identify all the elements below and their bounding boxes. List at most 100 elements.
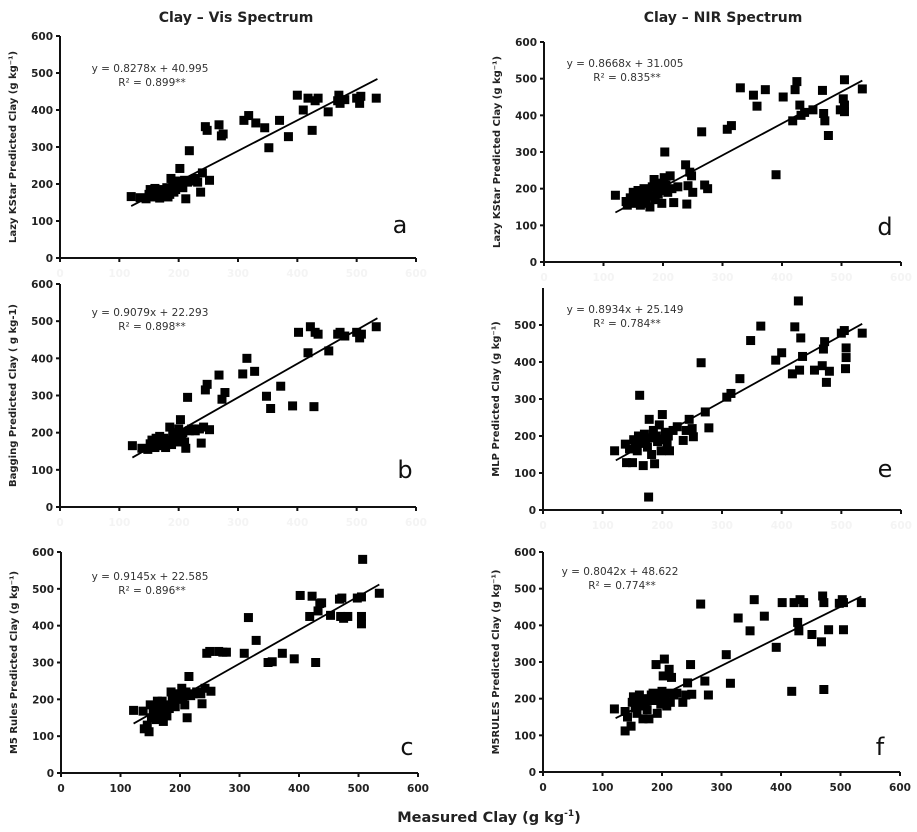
data-point — [721, 650, 731, 660]
data-point — [638, 714, 648, 724]
data-point — [818, 591, 828, 601]
data-point — [626, 721, 636, 731]
data-point — [276, 381, 286, 391]
x-tick-label: 600 — [890, 272, 912, 284]
y-tick-label: 0 — [529, 505, 536, 517]
x-tick-label: 300 — [712, 272, 734, 284]
data-point — [157, 696, 167, 706]
data-point — [819, 109, 829, 118]
y-tick-label: 300 — [31, 391, 53, 403]
x-tick-label: 400 — [771, 272, 793, 284]
y-tick-label: 600 — [31, 279, 53, 291]
x-tick-label: 400 — [288, 783, 310, 795]
data-point — [620, 439, 630, 449]
y-tick-label: 600 — [515, 37, 537, 49]
r-squared: R² = 0.899** — [118, 77, 186, 89]
data-point — [323, 107, 333, 117]
y-tick-label: 0 — [46, 253, 53, 265]
data-point — [658, 186, 668, 195]
data-point — [305, 322, 315, 332]
data-point — [126, 192, 136, 202]
y-tick-label: 300 — [514, 657, 536, 669]
data-point — [356, 592, 366, 602]
y-tick-label: 200 — [515, 184, 537, 196]
data-point — [790, 85, 800, 95]
data-point — [303, 93, 313, 103]
y-tick-label: 200 — [32, 694, 54, 706]
data-point — [356, 91, 366, 101]
data-point — [787, 369, 797, 379]
data-point — [667, 184, 677, 194]
panel-d: 0 100 200 300 400 500 600 0 100 200 300 400 500 600 La… — [492, 37, 912, 284]
data-point — [317, 598, 327, 608]
data-point — [374, 588, 384, 598]
y-tick-label: 600 — [31, 31, 53, 43]
y-axis-label: M5RULES Predicted Clay (g kg⁻¹) — [491, 570, 502, 755]
y-tick-label: 400 — [32, 621, 54, 633]
data-point — [856, 598, 866, 608]
data-point — [635, 200, 645, 210]
data-point — [657, 686, 667, 696]
x-tick-label: 0 — [56, 268, 63, 280]
data-point — [839, 75, 849, 85]
data-point — [841, 343, 851, 353]
x-axis-label: Measured Clay (g kg-1) — [397, 809, 581, 826]
panel-b: 0 100 200 300 400 500 600 0 100 200 300 400 500 600 Ba… — [8, 279, 427, 529]
data-point — [324, 346, 334, 356]
y-tick-label: 100 — [31, 465, 53, 477]
data-point — [275, 115, 285, 125]
data-point — [682, 199, 692, 209]
data-point — [752, 101, 762, 111]
data-point — [283, 132, 293, 142]
x-tick-label: 300 — [227, 268, 249, 280]
data-point — [303, 348, 313, 358]
data-point — [660, 694, 670, 704]
data-point — [150, 443, 160, 453]
data-point — [180, 700, 190, 710]
data-point — [662, 438, 672, 448]
data-point — [634, 690, 644, 700]
data-point — [667, 672, 677, 682]
data-point — [631, 191, 641, 201]
data-point — [609, 704, 619, 714]
data-point — [645, 433, 655, 443]
data-point — [307, 125, 317, 135]
data-point — [239, 115, 249, 125]
data-point — [644, 714, 654, 724]
data-point — [659, 173, 669, 183]
data-point — [817, 361, 827, 371]
data-point — [857, 328, 867, 338]
column-title-vis: Clay – Vis Spectrum — [159, 10, 314, 26]
data-point — [735, 83, 745, 93]
data-point — [771, 170, 781, 180]
data-point — [196, 438, 206, 448]
data-point — [243, 613, 253, 623]
data-point — [651, 660, 661, 670]
data-point — [309, 402, 319, 412]
panel-letter: d — [877, 213, 892, 241]
y-tick-label: 100 — [514, 730, 536, 742]
data-point — [181, 687, 191, 697]
y-axis-label: Lazy KStar Predicted Clay (g kg⁻¹) — [492, 56, 503, 248]
y-tick-label: 0 — [47, 768, 54, 780]
x-tick-label: 0 — [56, 517, 63, 529]
data-point — [178, 183, 188, 193]
data-point — [686, 660, 696, 670]
data-point — [735, 374, 745, 384]
data-point — [703, 690, 713, 700]
data-point — [839, 100, 849, 110]
data-point — [218, 129, 228, 139]
data-point — [295, 590, 305, 600]
data-point — [313, 606, 323, 616]
data-point — [703, 184, 713, 194]
x-tick-label: 400 — [286, 268, 308, 280]
r-squared: R² = 0.898** — [118, 321, 186, 333]
data-point — [648, 688, 658, 698]
data-point — [678, 435, 688, 445]
data-point — [653, 437, 663, 447]
data-point — [251, 635, 261, 645]
data-point — [650, 459, 660, 469]
data-point — [620, 707, 630, 716]
data-point — [180, 437, 190, 447]
